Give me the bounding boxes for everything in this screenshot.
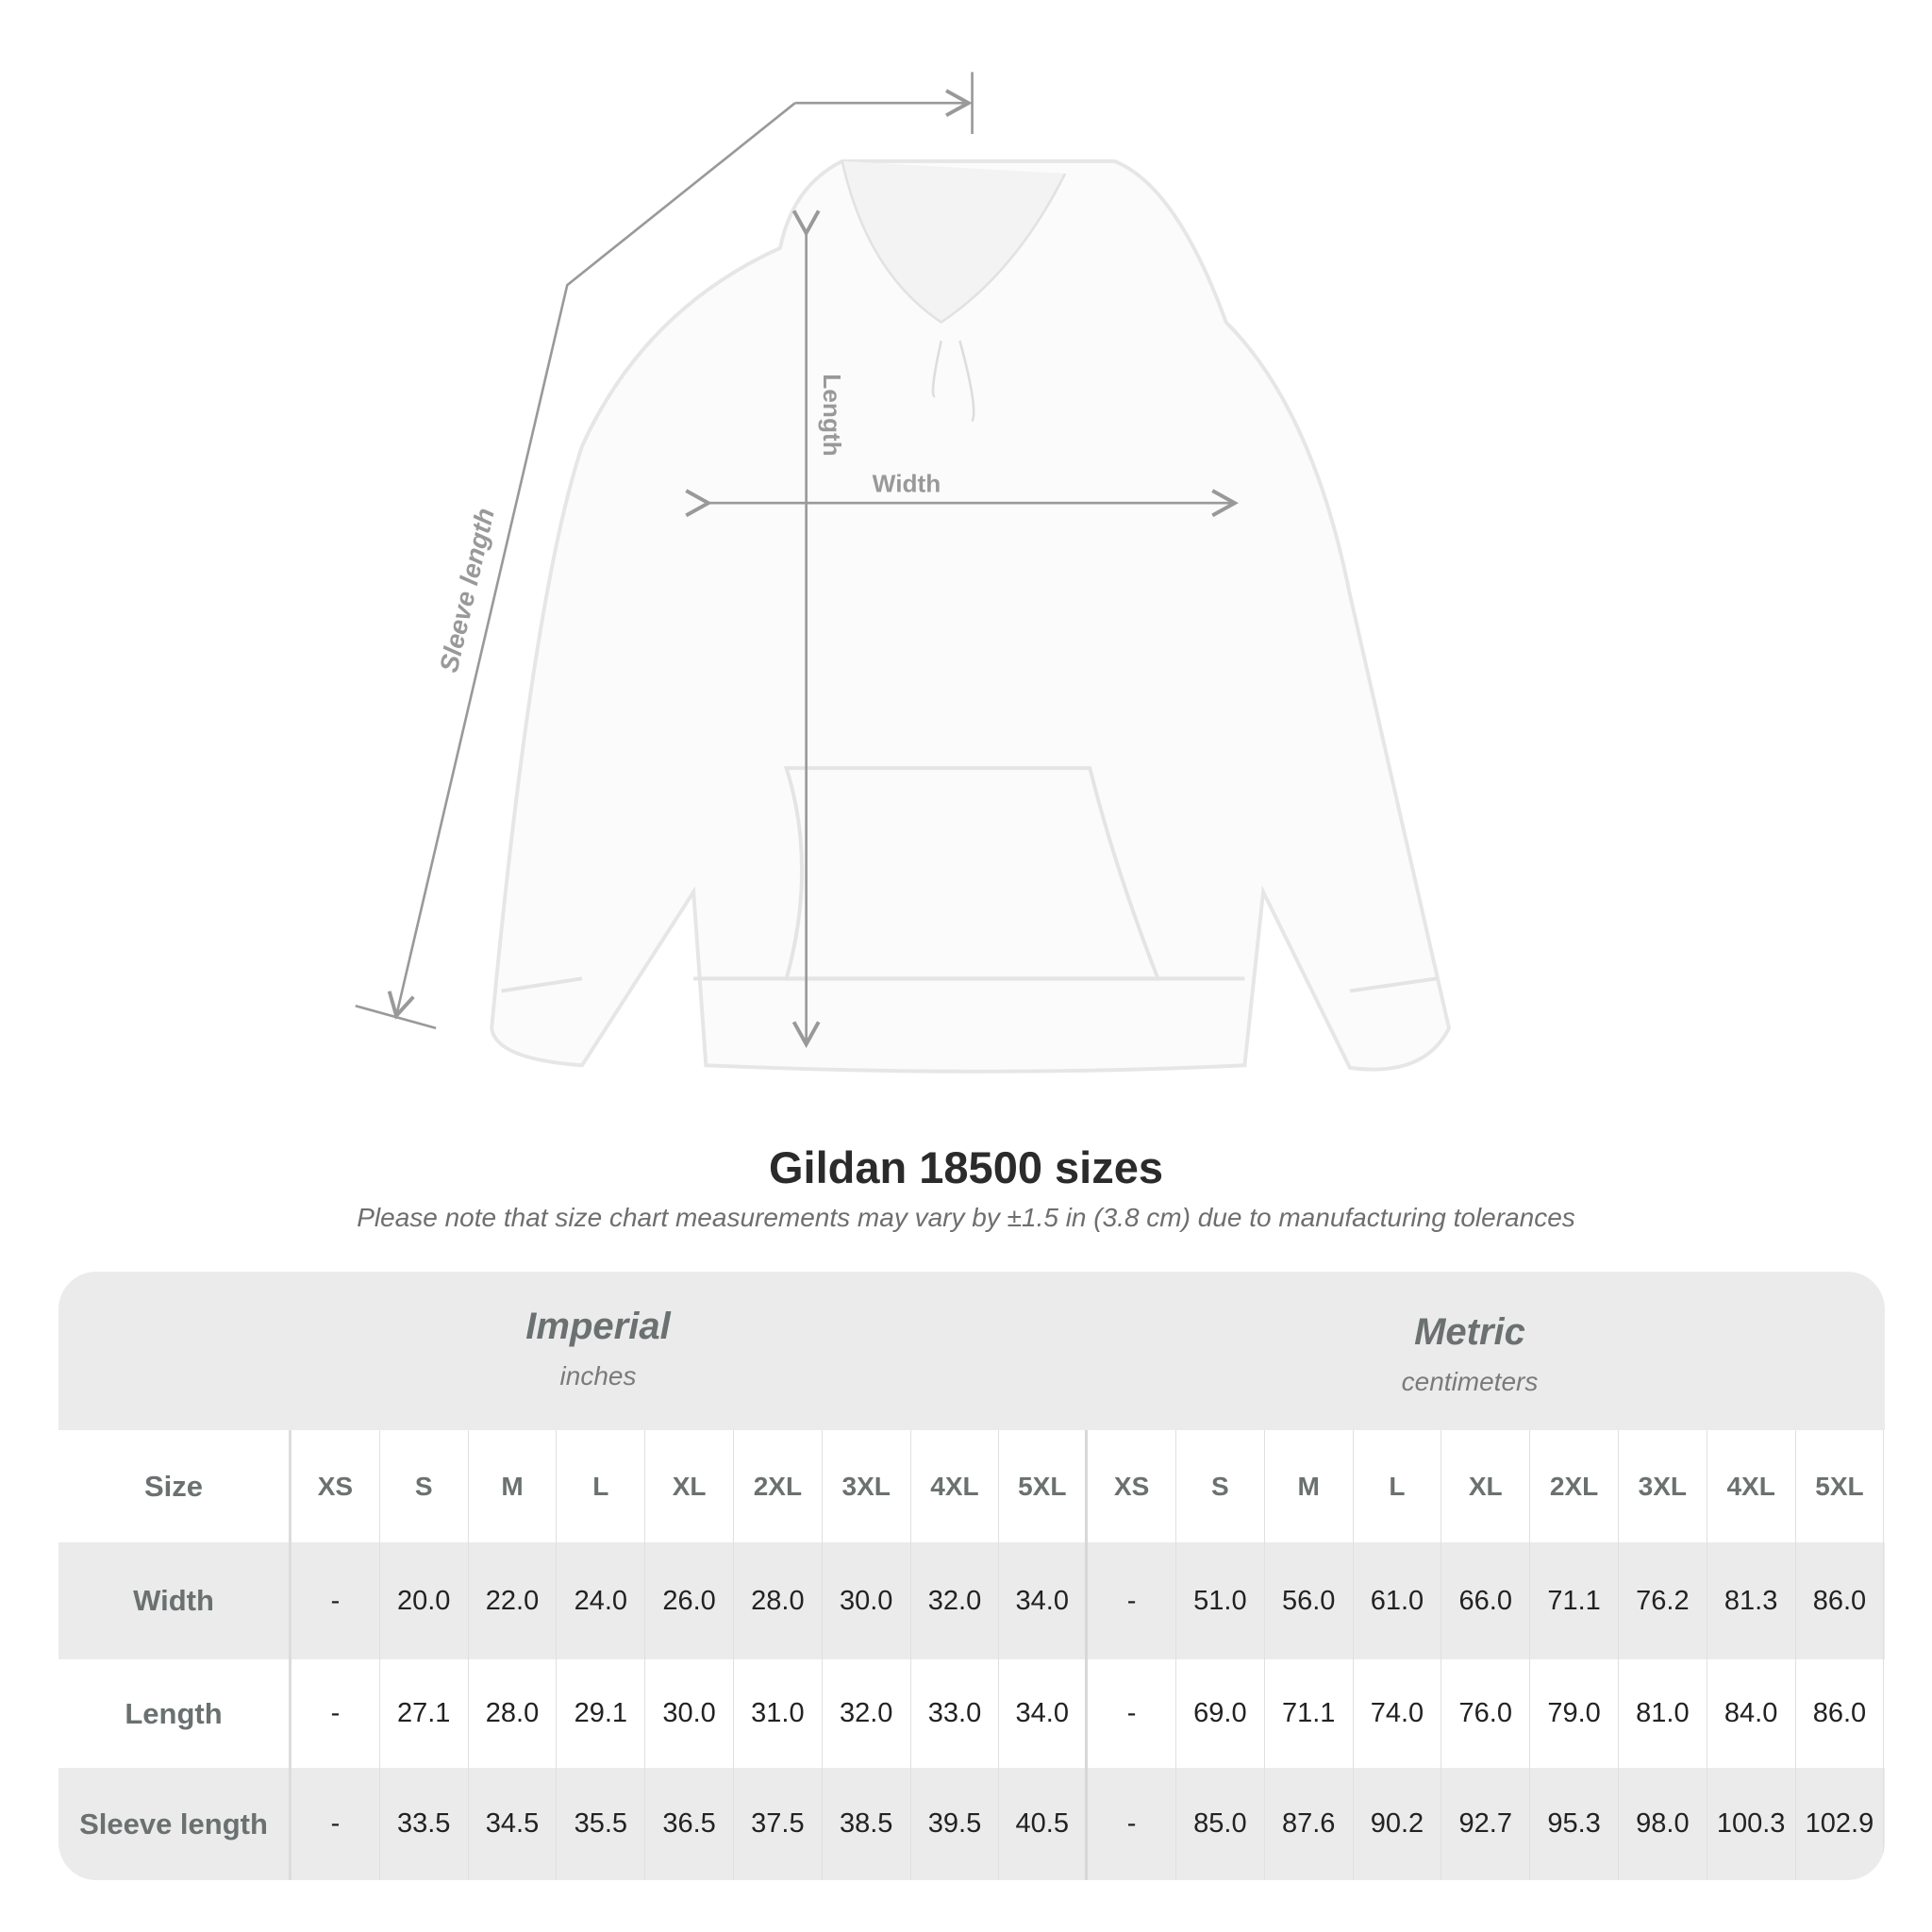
table-cell: 27.1 [380, 1659, 469, 1768]
metric-unit: centimeters [1401, 1367, 1539, 1396]
table-cell: - [1088, 1768, 1176, 1880]
size-header-cell: L [1354, 1430, 1442, 1542]
chart-title: Gildan 18500 sizes [768, 1142, 1164, 1192]
table-cell: 79.0 [1530, 1659, 1619, 1768]
imperial-title: Imperial [525, 1306, 671, 1347]
table-cell: 32.0 [823, 1659, 911, 1768]
sleeve-length-line [387, 102, 796, 1020]
table-cell: 86.0 [1796, 1659, 1885, 1768]
table-cell: 71.1 [1265, 1659, 1354, 1768]
table-cell: 56.0 [1265, 1542, 1354, 1659]
table-cell: 26.0 [645, 1542, 734, 1659]
table-cell: 34.5 [469, 1768, 558, 1880]
table-cell: 28.0 [469, 1659, 558, 1768]
sleeve-length-label: Sleeve length [434, 506, 500, 675]
table-cell: 33.0 [911, 1659, 1000, 1768]
size-header-cell: 3XL [1619, 1430, 1707, 1542]
tolerance-note: Please note that size chart measurements… [357, 1203, 1575, 1232]
table-cell: 34.0 [999, 1542, 1089, 1659]
table-cell: 34.0 [999, 1659, 1089, 1768]
size-header-cell: M [1265, 1430, 1354, 1542]
table-cell: 69.0 [1176, 1659, 1265, 1768]
table-cell: 35.5 [557, 1768, 646, 1880]
table-cell: 74.0 [1354, 1659, 1442, 1768]
table-cell: 24.0 [557, 1542, 646, 1659]
size-header-cell: L [557, 1430, 646, 1542]
size-header-cell: 2XL [734, 1430, 823, 1542]
row-label: Width [58, 1542, 291, 1659]
table-cell: 37.5 [734, 1768, 823, 1880]
size-header-cell: S [1176, 1430, 1265, 1542]
table-cell: 95.3 [1530, 1768, 1619, 1880]
table-row-length: Length -27.1 28.0 29.1 30.0 31.0 32.0 33.0 34.0-… [58, 1659, 1885, 1768]
table-cell: 28.0 [734, 1542, 823, 1659]
table-cell: 30.0 [823, 1542, 911, 1659]
table-cell: 90.2 [1354, 1768, 1442, 1880]
table-cell: 22.0 [469, 1542, 558, 1659]
hoodie-image [490, 158, 1452, 1074]
table-cell: 85.0 [1176, 1768, 1265, 1880]
size-header-cell: S [380, 1430, 469, 1542]
table-cell: 32.0 [911, 1542, 1000, 1659]
length-label: Length [818, 374, 846, 456]
metric-title: Metric [1414, 1311, 1525, 1353]
size-row: Size XS S M L XL 2XL 3XL 4XL 5XL XS S M L XL 2XL 3XL 4XL… [58, 1430, 1885, 1542]
table-cell: 39.5 [911, 1768, 1000, 1880]
table-row-width: Width -20.0 22.0 24.0 26.0 28.0 30.0 32.0 34.0-5… [58, 1542, 1885, 1659]
table-cell: 76.0 [1441, 1659, 1531, 1768]
table-cell: 81.0 [1619, 1659, 1707, 1768]
size-header-cell: XS [1088, 1430, 1176, 1542]
imperial-header: Imperial inches [315, 1306, 881, 1391]
width-label: Width [873, 469, 941, 497]
table-cell: 81.3 [1707, 1542, 1796, 1659]
table-cell: - [291, 1542, 380, 1659]
table-cell: 30.0 [645, 1659, 734, 1768]
table-cell: 92.7 [1441, 1768, 1531, 1880]
table-cell: 31.0 [734, 1659, 823, 1768]
size-table: Imperial inches Metric centimeters Size … [58, 1272, 1885, 1880]
table-cell: 51.0 [1176, 1542, 1265, 1659]
table-cell: 36.5 [645, 1768, 734, 1880]
table-row-sleeve-length: Sleeve length -33.5 34.5 35.5 36.5 37.5 38.5 39… [58, 1768, 1885, 1880]
row-label: Sleeve length [58, 1768, 291, 1880]
table-cell: 33.5 [380, 1768, 469, 1880]
metric-header: Metric centimeters [1187, 1311, 1753, 1397]
table-cell: 38.5 [823, 1768, 911, 1880]
table-cell: 29.1 [557, 1659, 646, 1768]
table-cell: - [291, 1768, 380, 1880]
size-label: Size [58, 1430, 291, 1542]
table-cell: 76.2 [1619, 1542, 1707, 1659]
sleeve-start-tick [355, 1004, 437, 1030]
size-header-cell: XL [645, 1430, 734, 1542]
table-cell: - [1088, 1542, 1176, 1659]
table-cell: 100.3 [1707, 1768, 1796, 1880]
table-cell: - [291, 1659, 380, 1768]
size-header-cell: XL [1441, 1430, 1531, 1542]
table-cell: 84.0 [1707, 1659, 1796, 1768]
size-header-cell: M [469, 1430, 558, 1542]
table-cell: 86.0 [1796, 1542, 1885, 1659]
table-cell: 20.0 [380, 1542, 469, 1659]
hoodie-measurement-diagram: Length Width Sleeve length [355, 72, 1452, 1074]
size-header-cell: XS [291, 1430, 380, 1542]
table-cell: 40.5 [999, 1768, 1089, 1880]
size-header-cell: 3XL [823, 1430, 911, 1542]
table-cell: 87.6 [1265, 1768, 1354, 1880]
size-header-cell: 5XL [999, 1430, 1089, 1542]
imperial-unit: inches [559, 1361, 637, 1391]
size-header-cell: 4XL [1707, 1430, 1796, 1542]
table-cell: - [1088, 1659, 1176, 1768]
table-cell: 102.9 [1796, 1768, 1885, 1880]
row-label: Length [58, 1659, 291, 1768]
size-header-cell: 4XL [911, 1430, 1000, 1542]
size-header-cell: 5XL [1796, 1430, 1885, 1542]
table-cell: 98.0 [1619, 1768, 1707, 1880]
table-cell: 66.0 [1441, 1542, 1531, 1659]
size-header-cell: 2XL [1530, 1430, 1619, 1542]
table-cell: 61.0 [1354, 1542, 1442, 1659]
table-cell: 71.1 [1530, 1542, 1619, 1659]
